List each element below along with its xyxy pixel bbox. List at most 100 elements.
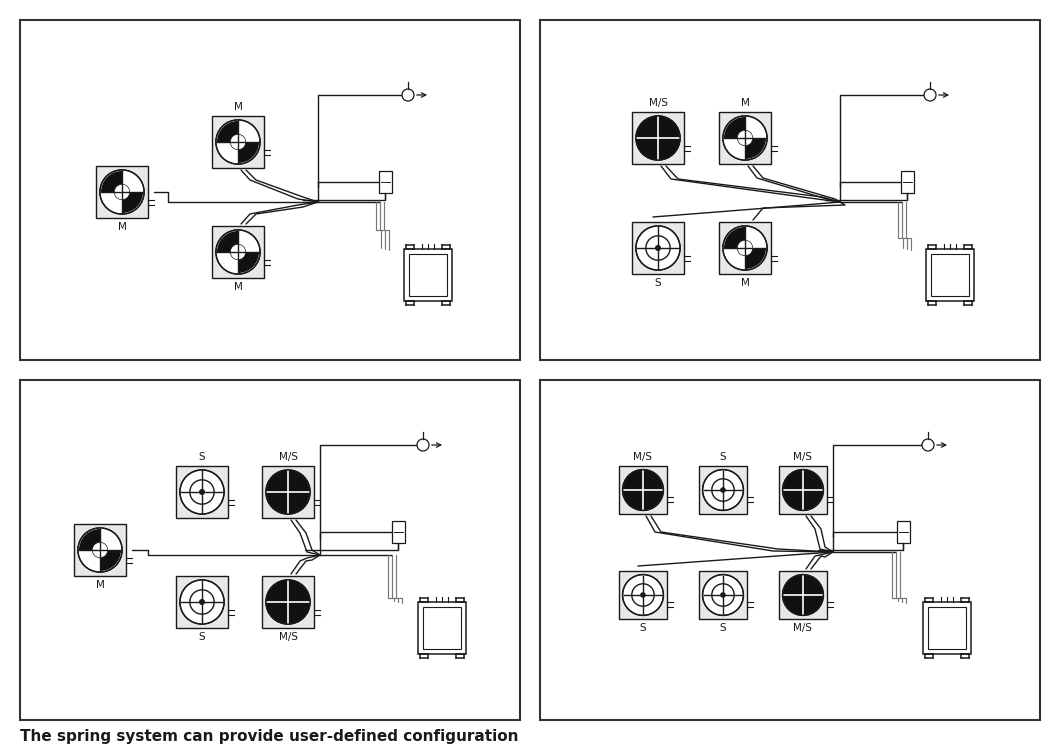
Wedge shape: [100, 529, 121, 550]
Wedge shape: [217, 142, 238, 163]
Bar: [20, 20, 520, 360]
Circle shape: [266, 580, 311, 624]
Circle shape: [199, 489, 205, 495]
Circle shape: [266, 470, 311, 514]
Circle shape: [782, 575, 824, 615]
Circle shape: [720, 487, 726, 493]
Circle shape: [216, 230, 260, 274]
Circle shape: [114, 184, 129, 200]
Bar: [212, 116, 264, 168]
Bar: [176, 576, 228, 628]
Text: M/S: M/S: [649, 98, 668, 108]
Circle shape: [190, 590, 214, 614]
Bar: [619, 571, 667, 619]
Circle shape: [703, 575, 743, 615]
Text: The spring system can provide user-defined configuration: The spring system can provide user-defin…: [20, 729, 518, 744]
Bar: [262, 576, 314, 628]
Wedge shape: [101, 192, 122, 213]
Circle shape: [190, 480, 214, 504]
Bar: [262, 466, 314, 518]
Circle shape: [180, 470, 224, 514]
Text: M: M: [233, 102, 243, 112]
Circle shape: [622, 469, 664, 510]
Bar: [74, 524, 126, 576]
Bar: [928, 607, 966, 649]
Circle shape: [199, 599, 205, 605]
Wedge shape: [100, 550, 121, 571]
Circle shape: [77, 528, 122, 572]
Bar: [901, 171, 914, 193]
Bar: [632, 112, 684, 164]
Circle shape: [711, 584, 735, 606]
Text: S: S: [720, 623, 726, 633]
Wedge shape: [238, 142, 259, 163]
Text: S: S: [720, 452, 726, 462]
Wedge shape: [745, 227, 766, 248]
Text: M: M: [118, 222, 126, 232]
Bar: [931, 254, 969, 296]
Text: M: M: [741, 98, 749, 108]
Text: M: M: [95, 580, 105, 590]
Wedge shape: [745, 248, 766, 269]
Wedge shape: [724, 138, 745, 159]
Text: S: S: [198, 632, 206, 642]
Wedge shape: [238, 121, 259, 142]
Circle shape: [711, 479, 735, 501]
Bar: [699, 571, 747, 619]
Bar: [96, 166, 148, 218]
Wedge shape: [217, 121, 238, 142]
Bar: [378, 171, 391, 193]
Circle shape: [632, 584, 654, 606]
Circle shape: [723, 226, 767, 270]
Bar: [779, 466, 827, 514]
Wedge shape: [101, 171, 122, 192]
Circle shape: [738, 240, 753, 256]
Text: M: M: [741, 278, 749, 288]
Circle shape: [417, 439, 429, 451]
Text: M/S: M/S: [279, 632, 298, 642]
Bar: [632, 222, 684, 274]
Wedge shape: [724, 117, 745, 138]
Bar: [619, 466, 667, 514]
Circle shape: [720, 592, 726, 598]
Circle shape: [703, 469, 743, 510]
Circle shape: [782, 469, 824, 510]
Circle shape: [646, 236, 670, 260]
Text: M: M: [233, 282, 243, 292]
Wedge shape: [724, 248, 745, 269]
Circle shape: [230, 135, 246, 150]
Circle shape: [924, 89, 936, 101]
Wedge shape: [745, 138, 766, 159]
Wedge shape: [238, 252, 259, 273]
Wedge shape: [217, 231, 238, 252]
Circle shape: [180, 580, 224, 624]
Text: S: S: [639, 623, 647, 633]
Circle shape: [100, 170, 144, 214]
Bar: [923, 602, 971, 654]
Bar: [540, 20, 1040, 360]
Circle shape: [723, 116, 767, 160]
Circle shape: [655, 245, 661, 251]
Bar: [176, 466, 228, 518]
Circle shape: [622, 575, 664, 615]
Circle shape: [922, 439, 934, 451]
Bar: [212, 226, 264, 278]
Bar: [391, 521, 405, 543]
Text: M/S: M/S: [794, 452, 813, 462]
Circle shape: [636, 226, 681, 270]
Bar: [699, 466, 747, 514]
Bar: [779, 571, 827, 619]
Circle shape: [640, 592, 646, 598]
Wedge shape: [745, 117, 766, 138]
Text: M/S: M/S: [279, 452, 298, 462]
Text: M/S: M/S: [794, 623, 813, 633]
Wedge shape: [217, 252, 238, 273]
Wedge shape: [724, 227, 745, 248]
Bar: [719, 112, 771, 164]
Bar: [719, 222, 771, 274]
Text: S: S: [198, 452, 206, 462]
Bar: [926, 249, 974, 301]
Wedge shape: [80, 529, 100, 550]
Text: S: S: [655, 278, 661, 288]
Bar: [20, 380, 520, 720]
